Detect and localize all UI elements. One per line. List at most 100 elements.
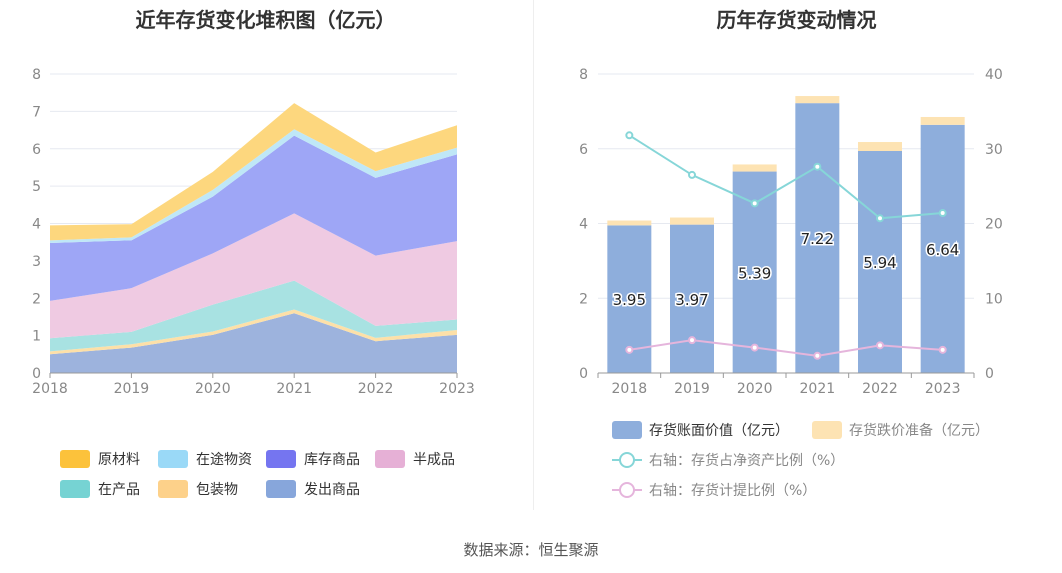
y-tick-label: 4	[32, 217, 41, 233]
legend-label: 右轴：存货计提比例（%）	[649, 482, 816, 499]
bar-book-value	[920, 124, 965, 373]
y-tick-label: 2	[32, 291, 41, 307]
data-source-note: 数据来源：恒生聚源	[463, 541, 599, 559]
right-chart-panel: 历年存货变动情况 0 2 4 6 8 0 10 20 30 40 3.95 3.97 5.39 7.22 5…	[531, 0, 1062, 520]
bar-data-label: 3.95	[613, 291, 646, 309]
x-tick-label: 2018	[32, 381, 68, 397]
bar-data-label: 5.94	[863, 254, 896, 272]
y-left-tick-label: 2	[579, 291, 588, 307]
legend-swatch	[812, 421, 842, 439]
y-right-tick-label: 30	[985, 142, 1003, 158]
legend-swatch	[266, 450, 296, 468]
legend-item[interactable]: 发出商品	[266, 480, 360, 498]
legend-item[interactable]: 存货跌价准备（亿元）	[812, 421, 989, 439]
y-right-tick-label: 40	[985, 67, 1003, 83]
legend-item[interactable]: 在途物资	[158, 450, 252, 468]
legend-swatch	[375, 450, 405, 468]
y-right-tick-label: 10	[985, 291, 1003, 307]
line-point	[750, 343, 759, 352]
right-chart-title: 历年存货变动情况	[716, 8, 877, 32]
y-left-tick-label: 8	[579, 67, 588, 83]
x-tick-label: 2023	[925, 381, 961, 397]
legend-swatch	[266, 480, 296, 498]
line-point	[938, 209, 947, 218]
x-tick-label: 2021	[276, 381, 312, 397]
legend-item[interactable]: 右轴：存货占净资产比例（%）	[612, 452, 844, 469]
left-chart-panel: 近年存货变化堆积图（亿元） 0 1 2 3 4 5 6 7 8 2018 2019 2020 2021 2…	[0, 0, 531, 520]
y-tick-label: 1	[32, 329, 41, 345]
y-tick-label: 7	[32, 104, 41, 120]
line-point	[938, 345, 947, 354]
legend-swatch	[158, 450, 188, 468]
x-tick-label: 2021	[800, 381, 836, 397]
line-point	[876, 214, 884, 223]
legend-label: 存货跌价准备（亿元）	[849, 422, 989, 439]
y-tick-label: 5	[32, 179, 41, 195]
legend-item[interactable]: 库存商品	[266, 450, 360, 468]
bar-provision	[858, 142, 902, 151]
legend-item[interactable]: 原材料	[60, 450, 140, 468]
line-point	[688, 170, 696, 179]
x-tick-label: 2019	[674, 381, 710, 397]
legend-item[interactable]: 半成品	[375, 450, 455, 468]
legend-label: 原材料	[98, 452, 140, 468]
bar-provision	[670, 217, 714, 225]
bar-book-value	[858, 150, 902, 373]
legend-label: 右轴：存货占净资产比例（%）	[649, 452, 844, 469]
x-tick-label: 2020	[737, 381, 773, 397]
y-left-tick-label: 4	[579, 217, 588, 233]
y-right-tick-label: 0	[985, 366, 994, 382]
legend-item[interactable]: 存货账面价值（亿元）	[612, 421, 789, 439]
legend-label: 半成品	[413, 452, 455, 468]
bar-provision	[795, 96, 840, 104]
bar-provision	[920, 116, 965, 125]
area-series	[50, 103, 457, 241]
legend-swatch	[60, 450, 90, 468]
bar-provision	[732, 164, 777, 172]
legend-swatch	[60, 480, 90, 498]
y-tick-label: 3	[32, 254, 41, 270]
legend-item[interactable]: 在产品	[60, 480, 140, 498]
bar-data-label: 7.22	[801, 230, 834, 248]
y-left-tick-label: 6	[579, 142, 588, 158]
x-tick-label: 2019	[114, 381, 150, 397]
line-point	[625, 345, 634, 354]
legend-label: 发出商品	[304, 482, 360, 498]
line-point	[625, 131, 634, 140]
legend-label: 包装物	[196, 482, 238, 498]
area-series	[50, 313, 457, 373]
y-tick-label: 0	[32, 366, 41, 382]
panel-divider	[533, 0, 534, 510]
y-left-tick-label: 0	[579, 366, 588, 382]
legend-marker	[619, 482, 635, 498]
bar-line-chart: 0 2 4 6 8 0 10 20 30 40 3.95 3.97 5.39 7.22 5.94 6.64 20…	[579, 67, 1003, 499]
x-tick-label: 2020	[195, 381, 231, 397]
x-tick-label: 2018	[612, 381, 648, 397]
area-series	[50, 135, 457, 301]
x-tick-label: 2022	[358, 381, 394, 397]
bar-book-value	[795, 103, 840, 373]
y-tick-label: 6	[32, 142, 41, 158]
legend-label: 存货账面价值（亿元）	[649, 422, 789, 439]
legend-label: 库存商品	[304, 452, 360, 468]
line-point	[813, 351, 822, 360]
y-tick-label: 8	[32, 67, 41, 83]
line-series	[628, 134, 943, 220]
line-series	[629, 339, 943, 357]
line-point	[688, 336, 696, 345]
legend-swatch	[612, 421, 642, 439]
area-series	[50, 213, 457, 339]
line-point	[876, 341, 884, 350]
x-tick-label: 2023	[439, 381, 475, 397]
legend-swatch	[158, 480, 188, 498]
legend-label: 在途物资	[196, 451, 252, 468]
line-point	[750, 199, 759, 208]
area-series	[50, 280, 457, 352]
bar-data-label: 3.97	[675, 291, 708, 309]
left-chart-title: 近年存货变化堆积图（亿元）	[135, 8, 396, 32]
legend-label: 在产品	[98, 482, 140, 498]
bar-data-label: 6.64	[926, 241, 959, 259]
legend-item[interactable]: 右轴：存货计提比例（%）	[612, 482, 816, 499]
area-series	[50, 309, 457, 355]
legend-item[interactable]: 包装物	[158, 480, 238, 498]
